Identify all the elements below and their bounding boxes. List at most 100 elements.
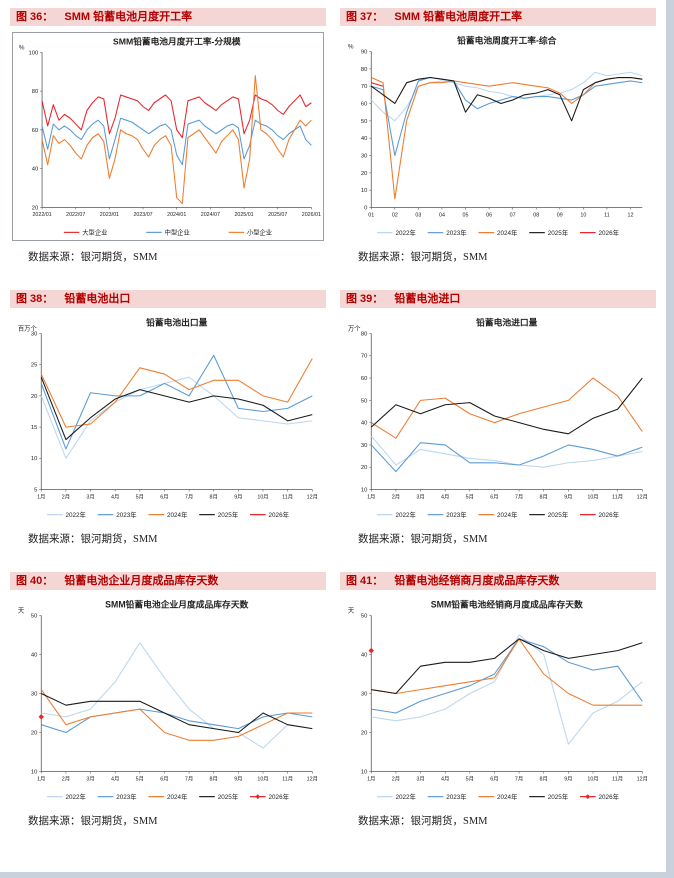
- svg-text:2023年: 2023年: [446, 228, 467, 237]
- svg-text:10月: 10月: [257, 494, 268, 501]
- svg-text:2022/01: 2022/01: [32, 212, 51, 218]
- svg-text:SMM铅蓄电池企业月度成品库存天数: SMM铅蓄电池企业月度成品库存天数: [105, 599, 248, 610]
- svg-text:2025/01: 2025/01: [234, 212, 253, 218]
- svg-text:70: 70: [361, 84, 368, 90]
- svg-text:2024年: 2024年: [167, 510, 188, 519]
- svg-text:50: 50: [31, 613, 38, 619]
- svg-text:2023年: 2023年: [116, 792, 137, 801]
- panel-fig39: 图 39： 铅蓄电池进口 铅蓄电池进口量 万个 10 20 30 40 50 60 70 80 1月…: [340, 290, 656, 560]
- svg-text:2022年: 2022年: [395, 792, 416, 801]
- svg-text:2月: 2月: [62, 494, 70, 501]
- svg-text:铅蓄电池进口量: 铅蓄电池进口量: [476, 317, 538, 328]
- svg-text:03: 03: [415, 212, 421, 218]
- svg-text:4月: 4月: [441, 775, 449, 782]
- svg-text:02: 02: [392, 212, 398, 218]
- svg-text:40: 40: [31, 652, 38, 658]
- svg-text:30: 30: [31, 691, 38, 697]
- svg-text:40: 40: [32, 167, 38, 173]
- svg-text:10月: 10月: [587, 494, 598, 501]
- svg-text:2023年: 2023年: [446, 510, 467, 519]
- svg-text:10: 10: [361, 769, 368, 775]
- svg-text:小型企业: 小型企业: [247, 227, 272, 236]
- svg-text:10月: 10月: [587, 775, 598, 782]
- svg-text:30: 30: [361, 691, 368, 697]
- svg-text:2024年: 2024年: [497, 792, 518, 801]
- chart-container-39: 铅蓄电池进口量 万个 10 20 30 40 50 60 70 80 1月 2月 3月 4月 5月 6月 7月 8…: [342, 314, 654, 523]
- svg-text:6月: 6月: [490, 494, 498, 501]
- svg-text:6月: 6月: [160, 775, 168, 782]
- svg-text:百万个: 百万个: [18, 325, 38, 333]
- svg-text:4月: 4月: [111, 775, 119, 782]
- svg-text:20: 20: [32, 205, 38, 211]
- svg-text:5: 5: [34, 488, 37, 494]
- svg-text:3月: 3月: [416, 775, 424, 782]
- svg-text:80: 80: [361, 332, 368, 338]
- svg-text:90: 90: [361, 49, 368, 55]
- chart-container-37: 铅蓄电池周度开工率-综合% 0 10 20 30 40 50 60 70 80 90 01 02 03 04…: [342, 32, 654, 241]
- figure-title: 铅蓄电池经销商月度成品库存天数: [394, 574, 560, 587]
- svg-text:4月: 4月: [111, 494, 119, 501]
- svg-text:10: 10: [580, 212, 586, 218]
- svg-text:08: 08: [533, 212, 539, 218]
- svg-text:铅蓄电池出口量: 铅蓄电池出口量: [146, 317, 208, 328]
- svg-text:20: 20: [31, 394, 38, 400]
- svg-text:25: 25: [31, 363, 37, 369]
- svg-text:2月: 2月: [392, 775, 400, 782]
- svg-text:7月: 7月: [515, 494, 523, 501]
- svg-text:15: 15: [31, 425, 37, 431]
- svg-text:50: 50: [361, 119, 368, 125]
- figure-number: 图 38：: [16, 293, 54, 306]
- svg-text:大型企业: 大型企业: [82, 227, 107, 236]
- charts-grid: 图 36： SMM 铅蓄电池月度开工率 SMM铅蓄电池月度开工率-分规模% 20 4…: [10, 8, 656, 842]
- source-note: 数据来源：银河期货，SMM: [358, 251, 488, 263]
- svg-text:2026年: 2026年: [269, 792, 290, 801]
- svg-text:中型企业: 中型企业: [165, 227, 190, 236]
- chart-container-38: 铅蓄电池出口量 百万个 5 10 15 20 25 30 1月 2月 3月 4月 5月 6月 7月 8月 9月 1…: [12, 314, 324, 523]
- svg-text:04: 04: [439, 212, 445, 218]
- figure-header-38: 图 38： 铅蓄电池出口: [10, 290, 326, 309]
- svg-text:12月: 12月: [307, 494, 318, 501]
- source-note: 数据来源：银河期货，SMM: [28, 815, 158, 827]
- svg-text:3月: 3月: [416, 494, 424, 501]
- panel-fig41: 图 41： 铅蓄电池经销商月度成品库存天数 SMM铅蓄电池经销商月度成品库存天数…: [340, 571, 656, 842]
- figure-title: 铅蓄电池进口: [394, 293, 461, 306]
- svg-text:2024年: 2024年: [497, 510, 518, 519]
- svg-text:天: 天: [18, 607, 25, 615]
- figure-header-39: 图 39： 铅蓄电池进口: [340, 290, 656, 309]
- svg-text:20: 20: [361, 465, 368, 471]
- svg-text:5月: 5月: [136, 775, 144, 782]
- svg-text:20: 20: [361, 730, 368, 736]
- svg-text:20: 20: [31, 730, 38, 736]
- svg-text:2025/07: 2025/07: [268, 212, 287, 218]
- source-note: 数据来源：银河期货，SMM: [358, 533, 488, 545]
- svg-text:铅蓄电池周度开工率-综合: 铅蓄电池周度开工率-综合: [457, 35, 557, 46]
- svg-text:12月: 12月: [307, 775, 318, 782]
- svg-text:30: 30: [31, 332, 38, 338]
- svg-text:7月: 7月: [185, 775, 193, 782]
- svg-text:9月: 9月: [234, 494, 242, 501]
- svg-text:1月: 1月: [367, 494, 375, 501]
- svg-text:5月: 5月: [466, 494, 474, 501]
- svg-text:SMM铅蓄电池月度开工率-分规模: SMM铅蓄电池月度开工率-分规模: [113, 36, 241, 47]
- svg-text:2025年: 2025年: [548, 792, 569, 801]
- svg-text:11月: 11月: [282, 494, 293, 501]
- svg-text:2026年: 2026年: [599, 792, 620, 801]
- svg-text:2022年: 2022年: [395, 228, 416, 237]
- svg-text:2023/01: 2023/01: [100, 212, 119, 218]
- source-note: 数据来源：银河期货，SMM: [28, 252, 158, 264]
- svg-text:11月: 11月: [612, 775, 623, 782]
- svg-text:50: 50: [361, 613, 368, 619]
- svg-text:3月: 3月: [86, 494, 94, 501]
- chart-container-36: SMM铅蓄电池月度开工率-分规模% 20 40 60 80 100 2022/01 2022/…: [12, 32, 324, 242]
- svg-text:2025年: 2025年: [218, 792, 239, 801]
- figure-number: 图 36：: [16, 11, 54, 23]
- svg-text:2月: 2月: [392, 494, 400, 501]
- figure-title: 铅蓄电池企业月度成品库存天数: [64, 574, 219, 587]
- svg-text:01: 01: [368, 212, 374, 218]
- figure-title: 铅蓄电池出口: [64, 293, 131, 306]
- svg-text:2026年: 2026年: [599, 510, 620, 519]
